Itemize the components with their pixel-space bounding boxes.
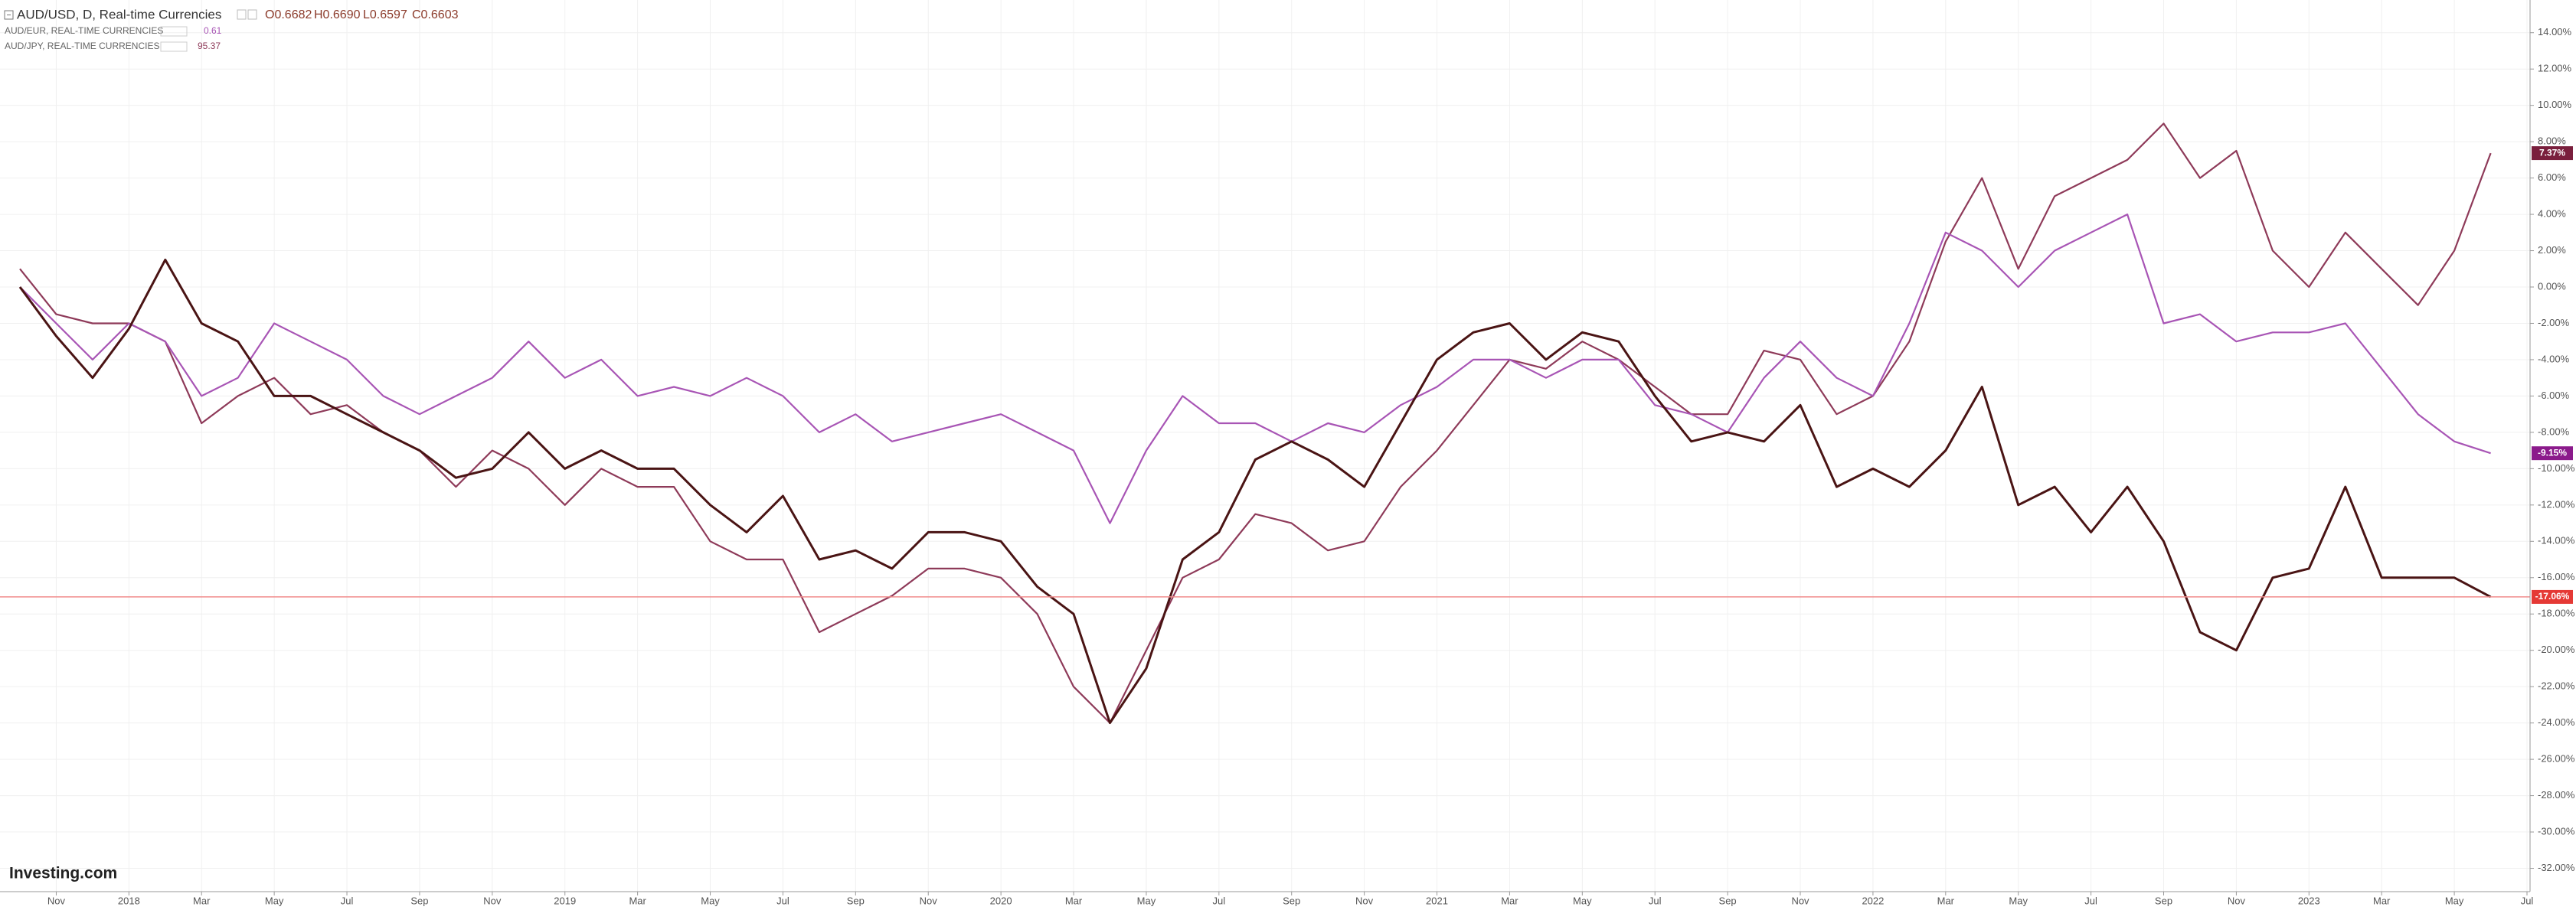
x-tick-label: Sep — [847, 895, 865, 906]
x-tick-label: Jul — [2084, 895, 2097, 906]
y-tick-label: -22.00% — [2538, 680, 2575, 692]
x-tick-label: Nov — [47, 895, 66, 906]
y-tick-label: -30.00% — [2538, 825, 2575, 837]
ohlc-low: L0.6597 — [363, 8, 407, 21]
x-tick-label: Nov — [2228, 895, 2246, 906]
legend-label: AUD/JPY, REAL-TIME CURRENCIES — [5, 41, 159, 51]
y-tick-label: -8.00% — [2538, 426, 2570, 437]
x-tick-label: Sep — [2155, 895, 2172, 906]
y-tick-label: -16.00% — [2538, 571, 2575, 582]
series-line — [19, 214, 2491, 524]
y-tick-label: -32.00% — [2538, 862, 2575, 873]
y-tick-label: 8.00% — [2538, 135, 2566, 147]
y-tick-label: -14.00% — [2538, 535, 2575, 546]
x-tick-label: Jul — [2521, 895, 2534, 906]
legend-value: 95.37 — [198, 41, 221, 51]
y-tick-label: -28.00% — [2538, 789, 2575, 801]
ohlc-open: O0.6682 — [265, 8, 312, 21]
x-tick-label: Nov — [920, 895, 938, 906]
ohlc-high: H0.6690 — [314, 8, 361, 21]
x-tick-label: Mar — [193, 895, 211, 906]
x-tick-label: 2019 — [554, 895, 576, 906]
y-tick-label: 2.00% — [2538, 244, 2566, 256]
collapse-icon[interactable] — [4, 10, 14, 20]
x-tick-label: Mar — [629, 895, 646, 906]
x-tick-label: May — [265, 895, 284, 906]
last-value-box — [2532, 446, 2573, 461]
y-tick-label: -20.00% — [2538, 644, 2575, 655]
y-tick-label: -2.00% — [2538, 317, 2570, 328]
x-tick-label: 2018 — [118, 895, 140, 906]
x-tick-label: Mar — [1065, 895, 1083, 906]
x-tick-label: Sep — [1283, 895, 1300, 906]
y-tick-label: 14.00% — [2538, 26, 2572, 38]
last-value-box — [2532, 146, 2573, 161]
x-tick-label: May — [1137, 895, 1156, 906]
y-tick-label: 0.00% — [2538, 280, 2566, 292]
x-tick-label: Nov — [1355, 895, 1374, 906]
series-line — [19, 122, 2492, 724]
x-tick-label: Nov — [483, 895, 502, 906]
last-value-label: -9.15% — [2538, 447, 2567, 458]
x-tick-label: Mar — [1501, 895, 1518, 906]
x-tick-label: Mar — [1937, 895, 1955, 906]
y-tick-label: 4.00% — [2538, 208, 2566, 220]
x-tick-label: Jul — [341, 895, 354, 906]
y-tick-label: -26.00% — [2538, 753, 2575, 765]
y-tick-label: -6.00% — [2538, 390, 2570, 401]
y-tick-label: -12.00% — [2538, 498, 2575, 510]
legend-value: 0.61 — [204, 25, 222, 36]
x-tick-label: Sep — [1719, 895, 1737, 906]
last-value-label: -17.06% — [2535, 591, 2570, 602]
x-tick-label: 2020 — [990, 895, 1012, 906]
x-tick-label: May — [1573, 895, 1592, 906]
icon-settings[interactable] — [237, 9, 247, 20]
header-title: AUD/USD, D, Real-time Currencies — [17, 7, 221, 21]
x-tick-label: Jul — [776, 895, 789, 906]
logo: Investing.com — [9, 865, 117, 882]
ohlc-close: C0.6603 — [412, 8, 459, 21]
x-tick-label: Nov — [1791, 895, 1809, 906]
last-value-label: 7.37% — [2539, 147, 2565, 158]
x-tick-label: Sep — [410, 895, 428, 906]
last-value-box — [2532, 589, 2573, 604]
y-tick-label: -24.00% — [2538, 716, 2575, 728]
legend-icons[interactable] — [160, 26, 188, 37]
icon-close[interactable] — [247, 9, 257, 20]
y-tick-label: -10.00% — [2538, 462, 2575, 474]
y-tick-label: -4.00% — [2538, 353, 2570, 364]
x-tick-label: May — [701, 895, 720, 906]
y-tick-label: 12.00% — [2538, 63, 2572, 74]
x-tick-label: 2021 — [1426, 895, 1448, 906]
x-tick-label: Jul — [1213, 895, 1226, 906]
plot: -17.06% -9.15% 7.37% — [0, 122, 2573, 725]
x-tick-label: May — [2009, 895, 2028, 906]
x-tick-label: 2022 — [1862, 895, 1884, 906]
y-tick-label: -18.00% — [2538, 608, 2575, 619]
legend-label: AUD/EUR, REAL-TIME CURRENCIES — [5, 25, 163, 36]
x-tick-label: May — [2445, 895, 2464, 906]
x-tick-label: Mar — [2373, 895, 2391, 906]
legend-icons[interactable] — [160, 41, 188, 52]
y-tick-label: 10.00% — [2538, 99, 2572, 110]
x-tick-label: 2023 — [2298, 895, 2320, 906]
series-line — [18, 258, 2492, 725]
x-tick-label: Jul — [1649, 895, 1662, 906]
y-tick-label: 6.00% — [2538, 171, 2566, 183]
